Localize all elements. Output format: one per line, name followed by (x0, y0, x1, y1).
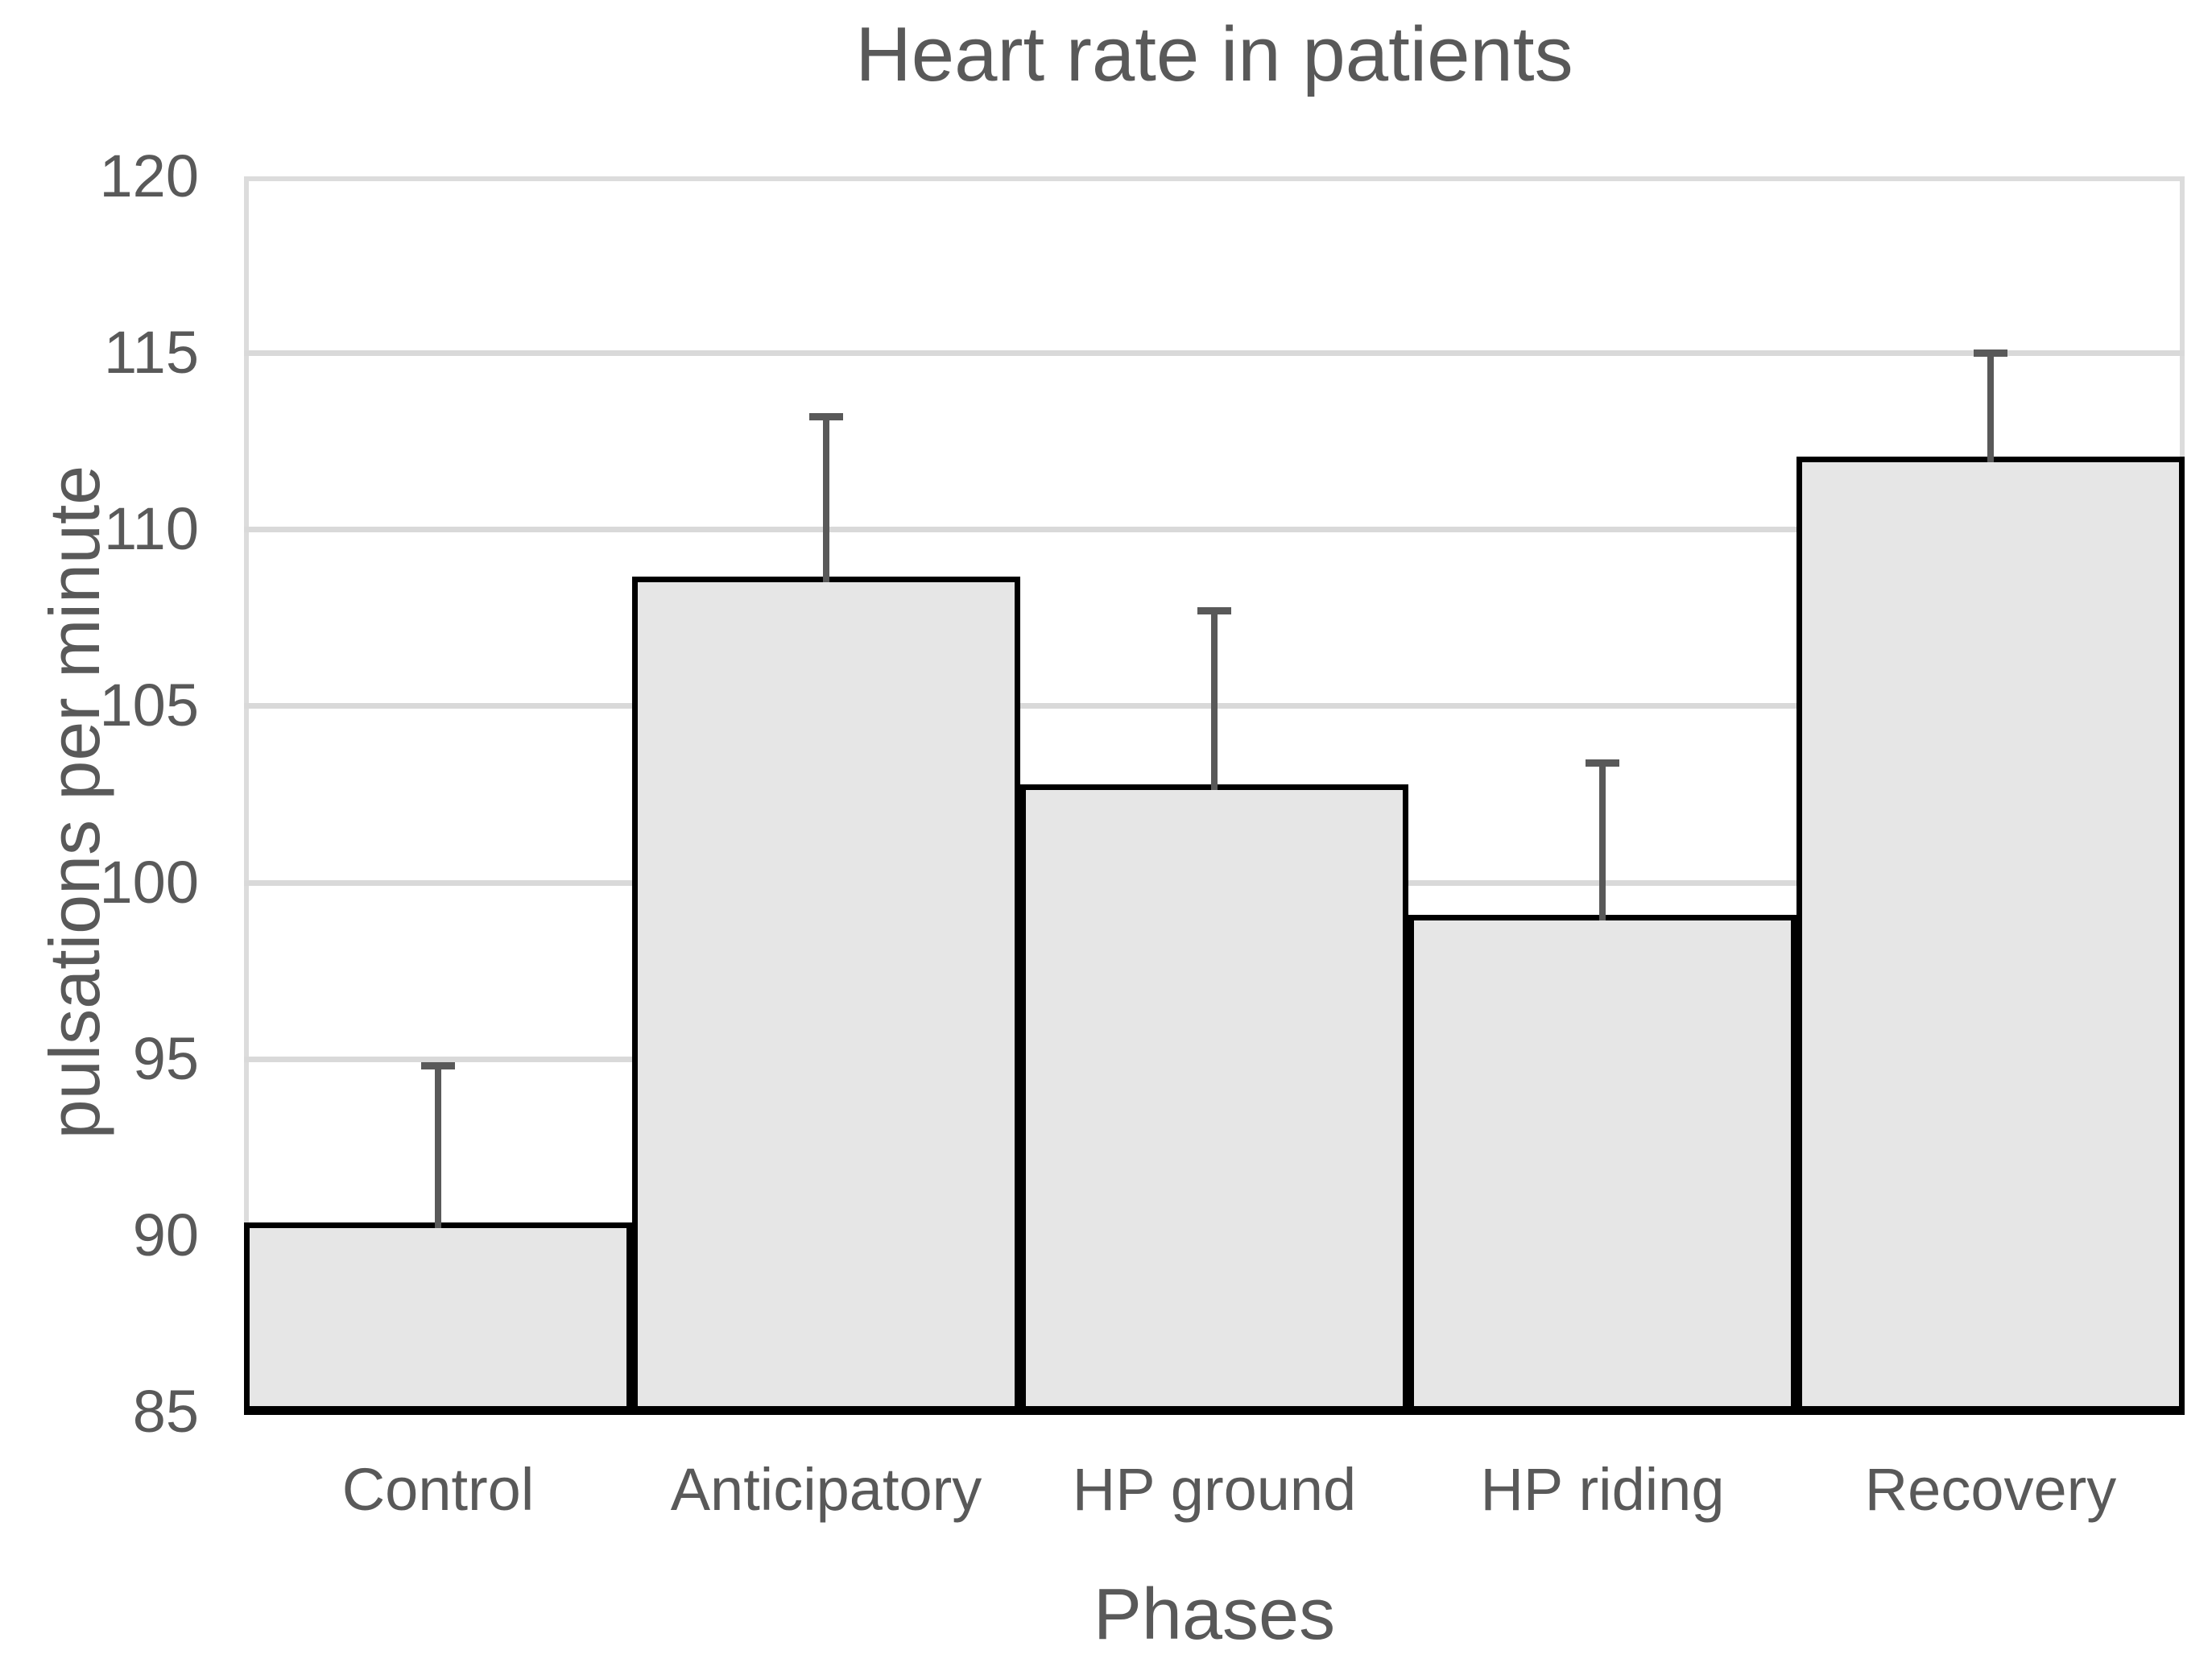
bar-anticipatory (632, 576, 1020, 1412)
error-bar-line (823, 416, 829, 582)
y-tick-label: 115 (104, 319, 199, 387)
x-tick-label-anticipatory: Anticipatory (670, 1456, 982, 1523)
bar-hp-riding (1408, 915, 1796, 1412)
plot-area (244, 176, 2185, 1412)
x-axis-title: Phases (1093, 1574, 1336, 1655)
bar-hp-ground (1020, 784, 1408, 1412)
error-bar-cap (809, 413, 843, 421)
y-tick-label: 85 (132, 1378, 199, 1445)
error-bar-cap (421, 1062, 455, 1070)
y-tick-label: 120 (99, 143, 199, 209)
bar-control (244, 1222, 632, 1412)
error-bar-line (435, 1065, 441, 1228)
chart-title: Heart rate in patients (855, 11, 1573, 97)
y-tick-label: 95 (132, 1024, 199, 1092)
error-bar-cap (1586, 759, 1619, 767)
y-tick-label: 90 (132, 1201, 199, 1268)
error-bar-line (1987, 353, 1994, 462)
bar-recovery (1796, 456, 2185, 1412)
gridline (244, 527, 2185, 533)
error-bar-cap (1197, 607, 1231, 615)
y-tick-label: 100 (99, 848, 199, 916)
error-bar-line (1211, 610, 1218, 791)
x-tick-label-hp-riding: HP riding (1480, 1456, 1725, 1523)
error-bar-cap (1974, 350, 2007, 358)
x-tick-label-control: Control (341, 1456, 535, 1523)
gridline (244, 350, 2185, 357)
error-bar-line (1599, 762, 1606, 921)
x-tick-label-recovery: Recovery (1864, 1456, 2117, 1523)
y-tick-label: 110 (104, 495, 199, 563)
x-tick-label-hp-ground: HP ground (1072, 1456, 1357, 1523)
y-tick-label: 105 (99, 672, 199, 739)
x-axis-line (244, 1408, 2185, 1415)
